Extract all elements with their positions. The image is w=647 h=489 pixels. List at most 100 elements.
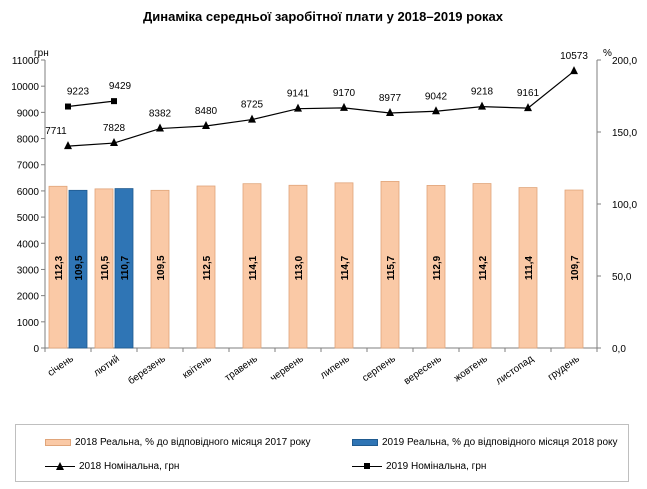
bar-label-2018-real: 115,7 xyxy=(386,255,397,280)
legend-item-2019-nominal: 2019 Номінальна, грн xyxy=(352,461,486,472)
x-tick-label: вересень xyxy=(402,353,444,387)
bar-label-2018-real: 110,5 xyxy=(100,255,111,280)
bar-label-2018-real: 112,3 xyxy=(54,255,65,280)
label-2018-nominal: 10573 xyxy=(560,51,588,62)
left-tick-label: 9000 xyxy=(17,108,40,119)
x-tick-label: липень xyxy=(318,353,351,381)
marker-2018-nominal xyxy=(570,66,578,75)
left-tick-label: 4000 xyxy=(17,239,40,250)
legend-label-2018-real: 2018 Реальна, % до відповідного місяця 2… xyxy=(75,437,311,448)
marker-2018-nominal xyxy=(340,102,348,111)
bar-2018-real xyxy=(242,183,262,349)
bar-2018-real xyxy=(94,188,114,349)
left-tick-label: 11000 xyxy=(12,56,40,67)
left-axis-unit: грн xyxy=(34,48,49,59)
left-tick-label: 5000 xyxy=(17,213,40,224)
legend-swatch-2018-real xyxy=(45,439,71,446)
left-tick-label: 0 xyxy=(33,344,39,355)
label-2018-nominal: 7711 xyxy=(45,126,67,137)
label-2019-nominal: 9223 xyxy=(67,87,90,98)
marker-2018-nominal xyxy=(64,141,72,150)
right-tick-label: 100,0 xyxy=(612,200,637,211)
line-2018-nominal xyxy=(67,70,575,147)
label-2018-nominal: 9161 xyxy=(517,88,540,99)
label-2018-nominal: 8977 xyxy=(379,93,402,104)
label-2018-nominal: 8725 xyxy=(241,100,264,111)
left-tick-label: 1000 xyxy=(17,318,40,329)
right-tick-label: 150,0 xyxy=(612,128,637,139)
bar-label-2018-real: 109,5 xyxy=(156,255,167,280)
bar-label-2018-real: 113,0 xyxy=(294,255,305,280)
marker-2018-nominal xyxy=(432,106,440,115)
bar-2018-real xyxy=(380,180,400,349)
bar-label-2018-real: 109,7 xyxy=(570,255,581,280)
bar-label-2018-real: 114,2 xyxy=(478,255,489,280)
left-tick-label: 8000 xyxy=(17,135,40,146)
bar-2018-real xyxy=(150,189,170,349)
x-tick-label: квітень xyxy=(181,353,214,381)
x-tick-label: листопад xyxy=(494,353,536,387)
label-2019-nominal: 9429 xyxy=(109,81,132,92)
x-tick-label: червень xyxy=(268,353,305,384)
x-tick-label: січень xyxy=(46,353,76,378)
legend-line-square-icon xyxy=(352,462,382,472)
marker-2019-nominal xyxy=(65,103,71,110)
left-tick-label: 2000 xyxy=(17,292,40,303)
line-2019-nominal xyxy=(67,100,115,108)
legend-label-2019-real: 2019 Реальна, % до відповідного місяця 2… xyxy=(382,437,618,448)
marker-2019-nominal xyxy=(111,98,117,105)
right-tick-label: 0,0 xyxy=(612,344,626,355)
bar-label-2019-real: 110,7 xyxy=(120,255,131,280)
chart-title: Динаміка середньої заробітної плати у 20… xyxy=(143,9,504,24)
marker-2018-nominal xyxy=(386,107,394,116)
label-2018-nominal: 8382 xyxy=(149,109,172,120)
x-tick-label: березень xyxy=(126,353,168,387)
bar-label-2018-real: 114,1 xyxy=(248,255,259,280)
bar-2018-real xyxy=(564,189,584,349)
x-tick-label: травень xyxy=(223,353,260,383)
legend-label-2018-nominal: 2018 Номінальна, грн xyxy=(79,461,180,472)
label-2018-nominal: 8480 xyxy=(195,106,218,117)
bar-2019-real xyxy=(68,189,88,349)
bar-label-2018-real: 114,7 xyxy=(340,255,351,280)
label-2018-nominal: 9170 xyxy=(333,88,356,99)
marker-2018-nominal xyxy=(202,120,210,129)
left-tick-label: 10000 xyxy=(11,82,39,93)
bar-label-2019-real: 109,5 xyxy=(74,255,85,280)
bar-2018-real xyxy=(334,182,354,349)
bar-2018-real xyxy=(196,185,216,349)
right-tick-label: 50,0 xyxy=(612,272,632,283)
bar-2018-real xyxy=(472,183,492,349)
left-tick-label: 7000 xyxy=(17,161,40,172)
marker-2018-nominal xyxy=(156,123,164,132)
legend-item-2018-nominal: 2018 Номінальна, грн xyxy=(45,461,179,472)
left-tick-label: 6000 xyxy=(17,187,40,198)
bar-2018-real xyxy=(288,184,308,349)
legend-swatch-2019-real xyxy=(352,439,378,446)
bar-2019-real xyxy=(114,188,134,349)
x-tick-label: жовтень xyxy=(452,353,490,384)
legend-item-2018-real: 2018 Реальна, % до відповідного місяця 2… xyxy=(45,437,311,448)
right-axis-unit: % xyxy=(603,48,612,59)
label-2018-nominal: 9141 xyxy=(287,89,310,100)
chart-plot: Динаміка середньої заробітної плати у 20… xyxy=(11,9,637,387)
left-tick-label: 3000 xyxy=(17,265,40,276)
legend-line-triangle-icon xyxy=(45,461,75,472)
marker-2018-nominal xyxy=(110,138,118,147)
marker-2018-nominal xyxy=(248,114,256,123)
bar-label-2018-real: 112,9 xyxy=(432,255,443,280)
x-tick-label: лютий xyxy=(92,353,122,379)
label-2018-nominal: 9042 xyxy=(425,91,448,102)
x-tick-label: грудень xyxy=(546,353,582,383)
bar-2018-real xyxy=(426,185,446,349)
marker-2018-nominal xyxy=(478,101,486,110)
bar-2018-real xyxy=(518,187,538,349)
bar-2018-real xyxy=(48,185,68,349)
label-2018-nominal: 7828 xyxy=(103,123,126,134)
marker-2018-nominal xyxy=(524,103,532,112)
label-2018-nominal: 9218 xyxy=(471,87,494,98)
marker-2018-nominal xyxy=(294,103,302,112)
legend-label-2019-nominal: 2019 Номінальна, грн xyxy=(386,461,487,472)
right-tick-label: 200,0 xyxy=(612,56,637,67)
